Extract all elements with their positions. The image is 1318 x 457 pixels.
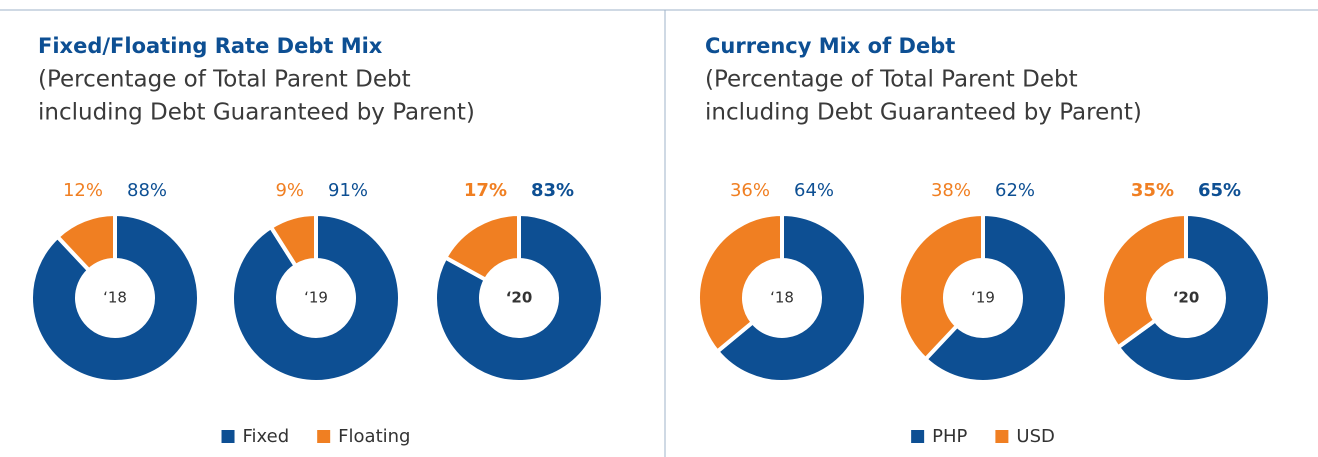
year-label: ‘19 bbox=[304, 289, 328, 307]
value-label: 62% bbox=[995, 180, 1035, 201]
legend-swatch bbox=[221, 430, 235, 443]
chart-subtitle: including Debt Guaranteed by Parent) bbox=[705, 100, 1142, 126]
chart-title: Fixed/Floating Rate Debt Mix bbox=[38, 34, 383, 58]
value-label: 64% bbox=[794, 180, 834, 201]
value-label: 9% bbox=[275, 180, 304, 201]
value-label: 83% bbox=[531, 180, 574, 201]
value-label: 35% bbox=[1131, 180, 1174, 201]
donut-segment bbox=[714, 211, 868, 384]
donut-segment bbox=[433, 211, 605, 384]
chart-subtitle: including Debt Guaranteed by Parent) bbox=[38, 100, 475, 126]
legend-label: PHP bbox=[932, 426, 967, 447]
value-label: 36% bbox=[730, 180, 770, 201]
legend-swatch bbox=[911, 430, 925, 443]
chart-subtitle: (Percentage of Total Parent Debt bbox=[38, 67, 411, 93]
donut-segment bbox=[268, 211, 318, 269]
legend-label: Floating bbox=[338, 426, 410, 447]
year-label: ‘19 bbox=[971, 289, 995, 307]
legend-label: USD bbox=[1016, 426, 1054, 447]
value-label: 91% bbox=[328, 180, 368, 201]
year-label: ‘18 bbox=[770, 289, 794, 307]
donut-segment bbox=[1100, 211, 1188, 351]
year-label: ‘18 bbox=[103, 289, 127, 307]
year-label: ‘20 bbox=[1173, 289, 1200, 307]
value-label: 38% bbox=[931, 180, 971, 201]
value-label: 17% bbox=[464, 180, 507, 201]
donut-segment bbox=[54, 211, 117, 274]
legend-swatch bbox=[995, 430, 1009, 443]
donut-segment bbox=[897, 211, 985, 363]
legend-label: Fixed bbox=[243, 426, 290, 447]
year-label: ‘20 bbox=[506, 289, 533, 307]
chart-subtitle: (Percentage of Total Parent Debt bbox=[705, 67, 1078, 93]
legend-swatch bbox=[317, 430, 331, 443]
donut-segment bbox=[230, 211, 402, 384]
donut-segment bbox=[696, 211, 784, 355]
value-label: 12% bbox=[63, 180, 103, 201]
donut-segment bbox=[442, 211, 521, 283]
donut-segment bbox=[922, 211, 1069, 384]
value-label: 65% bbox=[1198, 180, 1241, 201]
donut-segment bbox=[1115, 211, 1272, 384]
value-label: 88% bbox=[127, 180, 167, 201]
chart-title: Currency Mix of Debt bbox=[705, 34, 955, 58]
